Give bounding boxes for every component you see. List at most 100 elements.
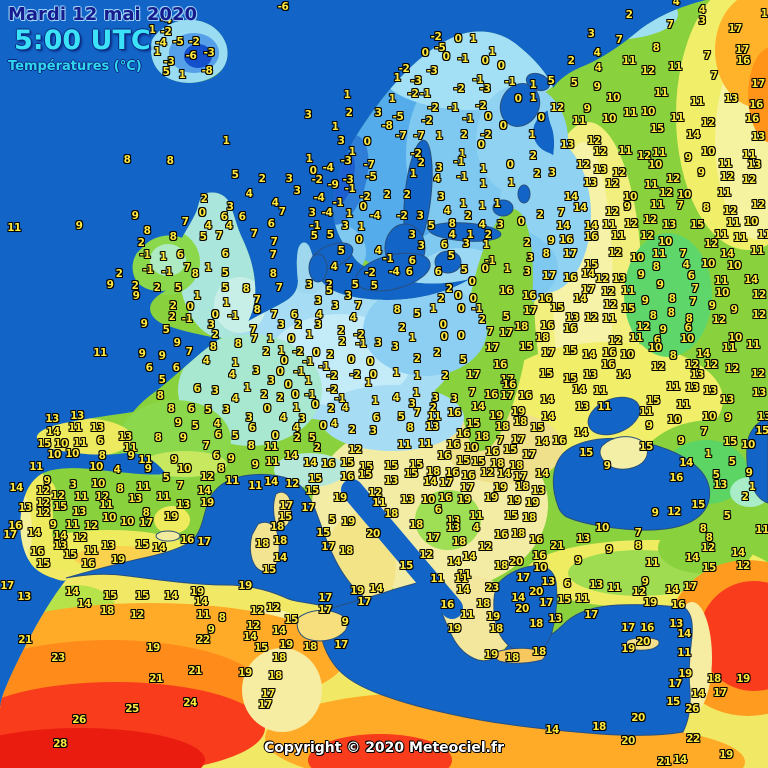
temp-label: 1 (204, 262, 212, 274)
temp-label: 9 (43, 475, 51, 487)
temp-label: 12 (667, 506, 681, 518)
temp-label: 10 (421, 494, 435, 506)
temp-label: 11 (427, 411, 441, 423)
temp-label: 14 (152, 542, 166, 554)
temp-label: 7 (278, 206, 286, 218)
temp-label: 0 (457, 303, 465, 315)
temp-label: 7 (496, 435, 504, 447)
temp-label: 16 (81, 558, 95, 570)
temp-label: 10 (89, 461, 103, 473)
temp-label: 15 (358, 469, 372, 481)
temp-label: 1 (277, 345, 285, 357)
temp-label: -2 (453, 83, 465, 95)
temp-label: 5 (204, 404, 212, 416)
temp-label: 0 (481, 55, 489, 67)
temp-label: 3 (285, 173, 293, 185)
temp-label: 2 (433, 347, 441, 359)
temp-label: 12 (701, 117, 715, 129)
temp-label: 0 (355, 234, 363, 246)
temp-label: 0 (468, 276, 476, 288)
temp-label: 15 (666, 696, 680, 708)
temp-label: 13 (400, 494, 414, 506)
temp-label: 16 (502, 379, 516, 391)
temp-label: 10 (667, 414, 681, 426)
temp-label: 11 (397, 439, 411, 451)
temp-label: 3 (374, 107, 382, 119)
temp-label: 11 (597, 401, 611, 413)
temp-label: 1 (343, 89, 351, 101)
temp-label: 12 (480, 467, 494, 479)
temp-label: 8 (167, 403, 175, 415)
temp-label: 12 (587, 135, 601, 147)
temp-label: 12 (752, 309, 766, 321)
temp-label: 13 (593, 164, 607, 176)
temp-label: 8 (649, 310, 657, 322)
temp-label: 12 (605, 178, 619, 190)
temp-label: 2 (445, 283, 453, 295)
temp-label: 16 (321, 458, 335, 470)
temp-label: -2 (430, 31, 442, 43)
temp-label: 19 (511, 406, 525, 418)
temp-label: -2 (421, 115, 433, 127)
temp-label: 15 (723, 436, 737, 448)
temp-label: 9 (637, 269, 645, 281)
temp-label: 11 (7, 222, 21, 234)
temp-label: 15 (103, 590, 117, 602)
temp-label: 12 (576, 159, 590, 171)
temp-label: 2 (294, 319, 302, 331)
temp-label: 9 (158, 350, 166, 362)
temp-label: 9 (724, 412, 732, 424)
temp-label: 16 (518, 390, 532, 402)
temp-label: 12 (593, 146, 607, 158)
temp-label: 18 (495, 421, 509, 433)
temp-label: 14 (456, 584, 470, 596)
temp-label: 0 (421, 47, 429, 59)
temp-label: 6 (405, 266, 413, 278)
temp-label: -3 (342, 174, 354, 186)
temp-label: 0 (291, 389, 299, 401)
temp-label: 1 (435, 130, 443, 142)
temp-label: 8 (652, 42, 660, 54)
temp-label: -5 (365, 171, 377, 183)
temp-label: 6 (176, 249, 184, 261)
temp-label: 11 (225, 475, 239, 487)
temp-label: 2 (625, 9, 633, 21)
temp-label: 0 (312, 347, 320, 359)
temp-label: -2 (407, 88, 419, 100)
temp-label: 10 (744, 216, 758, 228)
temp-label: 18 (268, 670, 282, 682)
temp-label: 13 (747, 159, 761, 171)
temp-label: 1 (222, 135, 230, 147)
temp-label: 19 (238, 580, 252, 592)
temp-label: 8 (652, 261, 660, 273)
temp-label: 7 (250, 228, 258, 240)
temp-label: 13 (583, 177, 597, 189)
temp-label: 10 (648, 159, 662, 171)
temp-label: 11 (136, 481, 150, 493)
map-header: Mardi 12 mai 2020 5:00 UTC Températures … (8, 4, 197, 74)
temp-label: 5 (308, 432, 316, 444)
temp-label: 3 (391, 341, 399, 353)
temp-label: 12 (701, 542, 715, 554)
temp-label: 6 (238, 211, 246, 223)
temp-label: 11 (156, 491, 170, 503)
temp-label: 1 (409, 168, 417, 180)
temp-label: -8 (381, 120, 393, 132)
temp-label: 17 (581, 284, 595, 296)
temp-label: 18 (475, 431, 489, 443)
temp-label: 16 (559, 234, 573, 246)
temp-label: 11 (99, 499, 113, 511)
temp-label: 12 (36, 497, 50, 509)
temp-label: -2 (475, 100, 487, 112)
temp-label: 23 (51, 652, 65, 664)
temp-label: 8 (116, 483, 124, 495)
temp-label: 2 (338, 336, 346, 348)
temp-label: 9 (547, 235, 555, 247)
temp-label: 15 (409, 459, 423, 471)
temp-label: 14 (673, 754, 687, 766)
temp-label: 2 (115, 268, 123, 280)
temp-label: 11 (654, 87, 668, 99)
temp-label: 15 (621, 303, 635, 315)
temp-label: 9 (659, 324, 667, 336)
